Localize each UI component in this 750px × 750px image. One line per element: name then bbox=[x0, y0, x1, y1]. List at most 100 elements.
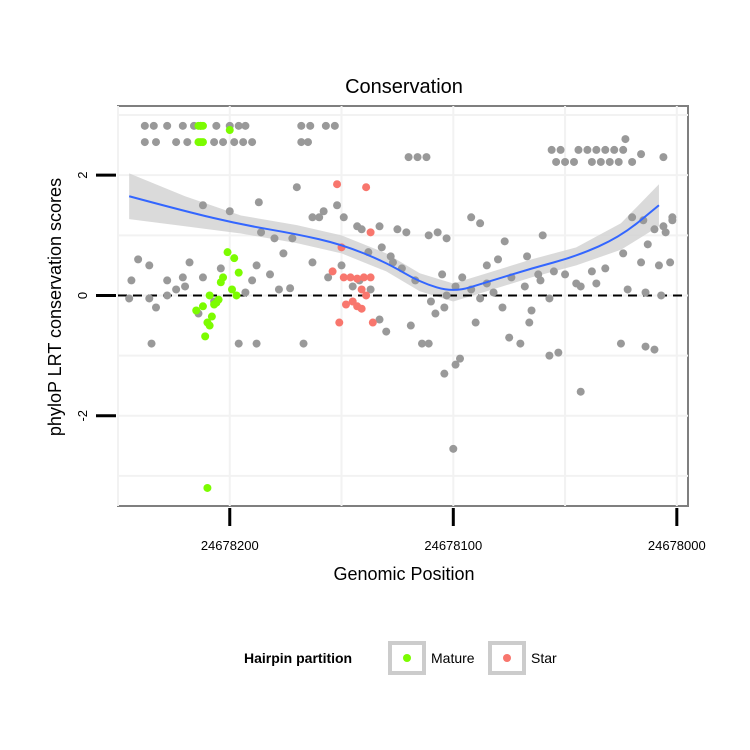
data-point-other bbox=[163, 121, 172, 130]
data-point-other bbox=[619, 249, 628, 258]
data-point-other bbox=[241, 121, 250, 130]
data-point-other bbox=[545, 351, 554, 360]
data-point-other bbox=[406, 321, 415, 330]
data-point-other bbox=[657, 291, 666, 300]
data-point-star bbox=[333, 180, 342, 189]
data-point-star bbox=[328, 267, 337, 276]
data-point-other bbox=[252, 339, 261, 348]
data-point-other bbox=[456, 354, 464, 363]
data-point-other bbox=[520, 282, 529, 291]
data-point-other bbox=[424, 231, 433, 240]
data-point-other bbox=[308, 213, 317, 222]
legend-item: Mature bbox=[388, 641, 475, 675]
data-point-other bbox=[619, 145, 628, 154]
data-point-other bbox=[306, 121, 315, 130]
data-point-other bbox=[605, 157, 614, 166]
data-point-mature bbox=[216, 278, 225, 287]
data-point-other bbox=[601, 264, 610, 273]
data-point-other bbox=[292, 183, 301, 192]
data-point-other bbox=[149, 121, 158, 130]
data-point-other bbox=[449, 444, 458, 453]
data-point-other bbox=[556, 145, 565, 154]
legend: Hairpin partition Mature Star bbox=[244, 641, 557, 675]
data-point-other bbox=[523, 252, 532, 261]
data-point-other bbox=[641, 288, 650, 297]
data-point-other bbox=[505, 333, 514, 342]
data-point-other bbox=[500, 237, 509, 246]
data-point-star bbox=[342, 300, 350, 309]
data-point-other bbox=[516, 339, 525, 348]
data-point-other bbox=[628, 157, 637, 166]
legend-item: Star bbox=[488, 641, 557, 675]
data-point-other bbox=[561, 157, 570, 166]
data-point-other bbox=[525, 318, 534, 327]
data-point-other bbox=[574, 145, 583, 154]
data-point-other bbox=[431, 309, 440, 318]
data-point-other bbox=[125, 294, 134, 303]
data-point-mature bbox=[205, 291, 214, 300]
data-point-other bbox=[152, 138, 160, 147]
data-point-other bbox=[257, 228, 266, 237]
data-point-other bbox=[279, 249, 288, 258]
data-point-other bbox=[297, 121, 306, 130]
data-point-other bbox=[451, 282, 460, 291]
data-point-other bbox=[140, 138, 149, 147]
data-point-other bbox=[134, 255, 143, 264]
data-point-other bbox=[181, 282, 190, 291]
data-point-other bbox=[393, 225, 402, 234]
data-point-other bbox=[198, 201, 207, 210]
data-point-other bbox=[661, 228, 670, 237]
data-point-other bbox=[654, 261, 663, 270]
data-point-other bbox=[254, 198, 263, 207]
data-point-other bbox=[616, 339, 625, 348]
data-point-other bbox=[308, 258, 317, 267]
data-point-other bbox=[219, 138, 228, 147]
data-point-other bbox=[482, 261, 491, 270]
data-point-other bbox=[570, 157, 578, 166]
x-tick-label: 24678000 bbox=[648, 538, 706, 553]
data-point-other bbox=[270, 234, 279, 243]
data-point-other bbox=[288, 234, 297, 243]
data-point-other bbox=[442, 291, 451, 300]
data-point-other bbox=[330, 121, 339, 130]
data-point-other bbox=[183, 138, 192, 147]
data-point-other bbox=[424, 339, 433, 348]
data-point-other bbox=[628, 213, 637, 222]
data-point-mature bbox=[198, 121, 207, 130]
data-point-other bbox=[610, 145, 619, 154]
axis-layer: -2 0 2 24678200 24678100 24678000 bbox=[75, 172, 706, 553]
data-point-mature bbox=[228, 285, 236, 294]
y-tick-label: 2 bbox=[75, 172, 90, 179]
data-point-other bbox=[127, 276, 136, 285]
data-point-other bbox=[637, 150, 646, 159]
data-point-other bbox=[248, 138, 257, 147]
legend-title: Hairpin partition bbox=[244, 650, 352, 666]
data-point-other bbox=[545, 294, 554, 303]
data-point-other bbox=[297, 138, 306, 147]
data-point-other bbox=[304, 138, 312, 147]
data-point-star bbox=[359, 273, 368, 282]
data-point-other bbox=[172, 138, 181, 147]
data-point-star bbox=[353, 274, 362, 283]
x-tick-label: 24678200 bbox=[201, 538, 259, 553]
data-point-other bbox=[248, 276, 257, 285]
data-point-other bbox=[216, 264, 225, 273]
data-point-mature bbox=[234, 268, 243, 277]
data-point-mature bbox=[198, 302, 207, 311]
smooth-line-layer bbox=[128, 195, 660, 291]
y-axis-label: phyloP LRT conservation scores bbox=[45, 178, 65, 436]
data-point-other bbox=[538, 231, 547, 240]
data-point-other bbox=[592, 279, 601, 288]
data-point-other bbox=[536, 276, 545, 285]
data-point-mature bbox=[223, 248, 232, 257]
data-point-other bbox=[382, 327, 391, 336]
data-point-other bbox=[286, 284, 295, 293]
data-point-other bbox=[527, 306, 536, 315]
data-point-other bbox=[587, 267, 596, 276]
data-point-other bbox=[476, 294, 485, 303]
data-point-mature bbox=[225, 126, 234, 135]
x-tick-label: 24678100 bbox=[424, 538, 482, 553]
data-point-other bbox=[471, 318, 480, 327]
data-point-other bbox=[614, 157, 623, 166]
data-point-other bbox=[239, 138, 248, 147]
